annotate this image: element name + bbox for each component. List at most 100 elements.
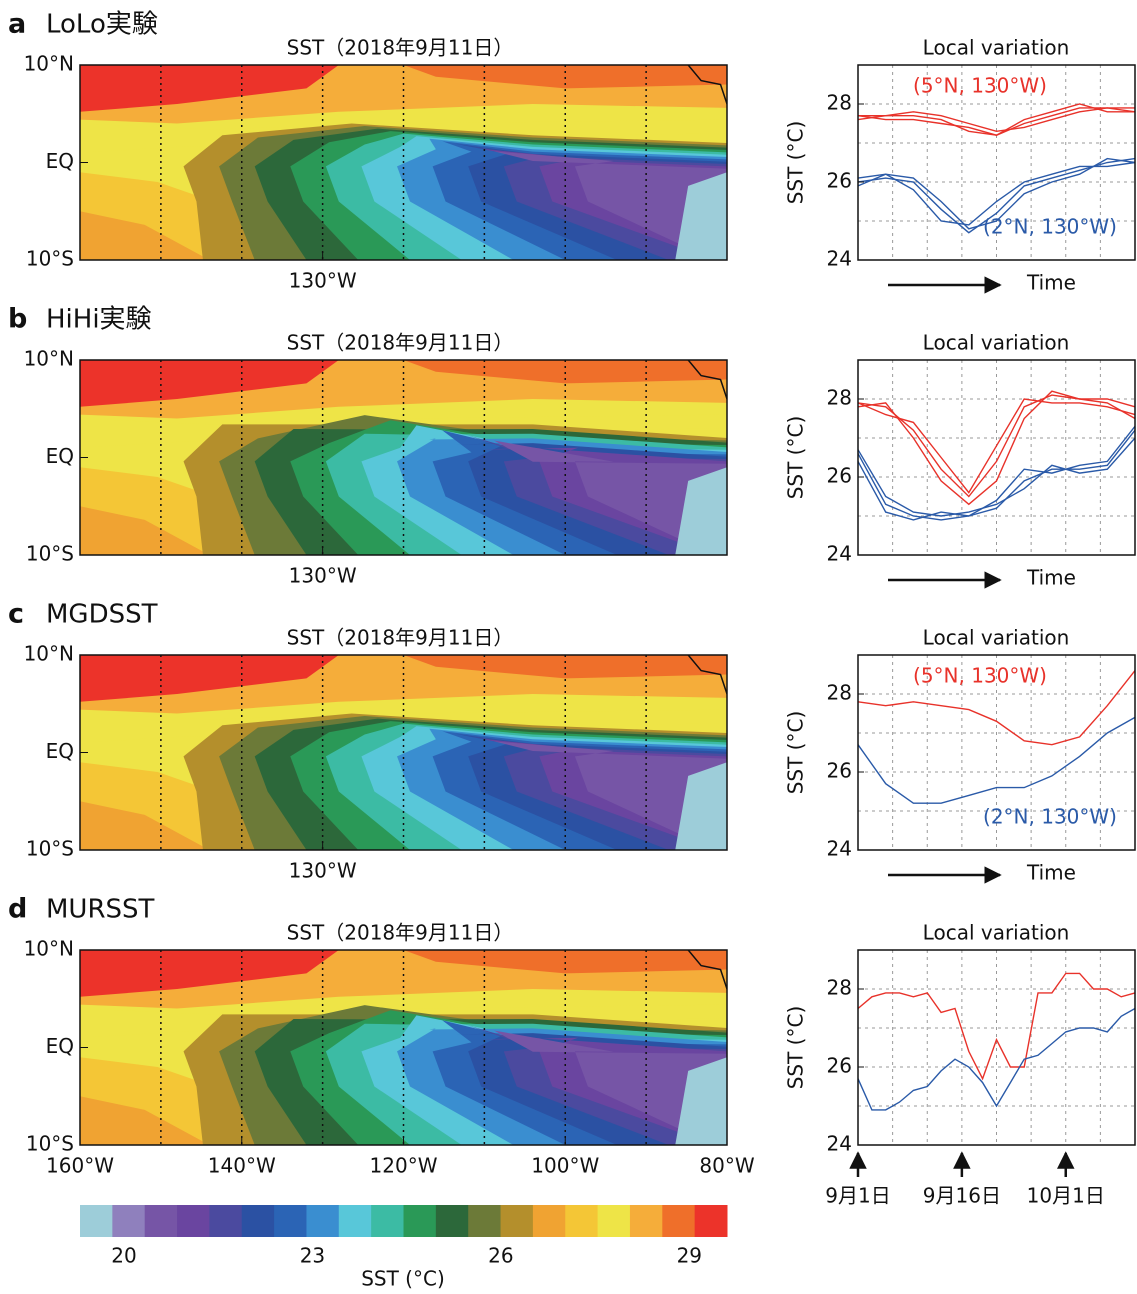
x-tick-label: 10月1日 <box>1027 1184 1105 1208</box>
y-tick-label: EQ <box>46 149 74 173</box>
sst-field <box>80 506 210 555</box>
colorbar-segment <box>403 1205 437 1237</box>
x-tick-label: 160°W <box>46 1154 114 1178</box>
panel-letter: b <box>8 304 27 335</box>
sst-field <box>675 762 727 850</box>
sst-field <box>80 801 210 850</box>
sst-field <box>80 655 339 702</box>
y-tick-label: 10°N <box>24 937 74 961</box>
colorbar-segment <box>565 1205 599 1237</box>
x-tick-label: 130°W <box>289 564 357 588</box>
sst-field <box>80 360 339 407</box>
colorbar-tick-label: 23 <box>300 1244 325 1268</box>
chart-title: Local variation <box>923 331 1070 355</box>
sst-field <box>403 950 727 974</box>
y-tick-label: 26 <box>827 464 852 488</box>
colorbar-segment <box>306 1205 340 1237</box>
sst-field <box>494 440 727 555</box>
y-axis-label: SST (°C) <box>784 711 808 795</box>
y-tick-label: 10°N <box>24 642 74 666</box>
series-line <box>857 437 1136 517</box>
y-tick-label: 10°N <box>24 347 74 371</box>
y-tick-label: 24 <box>827 542 852 566</box>
y-tick-label: 28 <box>827 976 852 1000</box>
panel-title: LoLo実験 <box>46 10 158 40</box>
map-title: SST（2018年9月11日） <box>287 331 514 355</box>
y-tick-label: 10°S <box>26 837 74 861</box>
sst-field <box>80 950 339 997</box>
colorbar-segment <box>435 1205 469 1237</box>
panel-letter: c <box>8 599 24 630</box>
colorbar-tick-label: 29 <box>677 1244 702 1268</box>
sst-field <box>675 467 727 555</box>
x-tick-label: 100°W <box>531 1154 599 1178</box>
x-tick-label: 9月1日 <box>825 1184 890 1208</box>
colorbar-segment <box>629 1205 663 1237</box>
x-tick-label: 9月16日 <box>923 1184 1001 1208</box>
y-tick-label: EQ <box>46 444 74 468</box>
series-line <box>857 157 1136 230</box>
series-line <box>857 972 1136 1081</box>
y-tick-label: 28 <box>827 386 852 410</box>
y-tick-label: EQ <box>46 1034 74 1058</box>
series-line <box>857 1007 1136 1111</box>
colorbar-segment <box>177 1205 210 1237</box>
colorbar-segment <box>371 1205 404 1237</box>
y-tick-label: 28 <box>827 681 852 705</box>
map-field <box>80 950 727 1145</box>
y-tick-label: 24 <box>827 837 852 861</box>
sst-field <box>675 1057 727 1145</box>
colorbar-segment <box>662 1205 696 1237</box>
x-axis-label: Time <box>1026 271 1076 295</box>
series-line <box>858 107 1136 133</box>
y-tick-label: EQ <box>46 739 74 763</box>
coastline <box>687 360 727 400</box>
panel-letter: d <box>8 894 27 925</box>
sst-field <box>80 211 210 260</box>
y-tick-label: 10°S <box>26 1132 74 1156</box>
colorbar-segment <box>500 1205 534 1237</box>
sst-field <box>494 1030 727 1145</box>
map-field <box>80 360 727 555</box>
colorbar-segment <box>532 1205 566 1237</box>
plot-frame <box>857 64 1136 261</box>
series-line <box>857 157 1136 234</box>
plot-frame <box>857 654 1136 851</box>
series-label: (2°N, 130°W) <box>983 805 1117 829</box>
sst-field <box>403 360 727 384</box>
x-tick-label: 120°W <box>370 1154 438 1178</box>
series-line <box>857 429 1136 521</box>
sst-field <box>494 741 727 850</box>
series-label: (5°N, 130°W) <box>913 664 1047 688</box>
series-label: (2°N, 130°W) <box>983 215 1117 239</box>
y-tick-label: 26 <box>827 1054 852 1078</box>
series-line <box>857 161 1136 226</box>
sst-field <box>80 1096 210 1145</box>
colorbar-segment <box>274 1205 307 1237</box>
y-tick-label: 10°S <box>26 542 74 566</box>
series-line <box>857 670 1136 746</box>
sst-field <box>403 655 727 679</box>
colorbar-segment <box>694 1205 728 1237</box>
y-axis-label: SST (°C) <box>784 1006 808 1090</box>
coastline <box>687 65 727 105</box>
y-tick-label: 24 <box>827 1132 852 1156</box>
chart-title: Local variation <box>923 626 1070 650</box>
series-line <box>857 390 1136 506</box>
y-tick-label: 28 <box>827 91 852 115</box>
panel-letter: a <box>8 9 26 40</box>
x-axis-label: Time <box>1026 566 1076 590</box>
x-tick-label: 130°W <box>289 859 357 883</box>
coastline <box>687 655 727 695</box>
y-axis-label: SST (°C) <box>784 121 808 205</box>
chart-title: Local variation <box>923 921 1070 945</box>
map-title: SST（2018年9月11日） <box>287 626 514 650</box>
x-tick-label: 130°W <box>289 269 357 293</box>
sst-field <box>675 172 727 260</box>
plot-frame <box>857 949 1136 1146</box>
series-line <box>857 716 1136 804</box>
panel-title: MURSST <box>46 895 155 925</box>
sst-field <box>494 151 727 260</box>
y-axis-label: SST (°C) <box>784 416 808 500</box>
map-title: SST（2018年9月11日） <box>287 36 514 60</box>
